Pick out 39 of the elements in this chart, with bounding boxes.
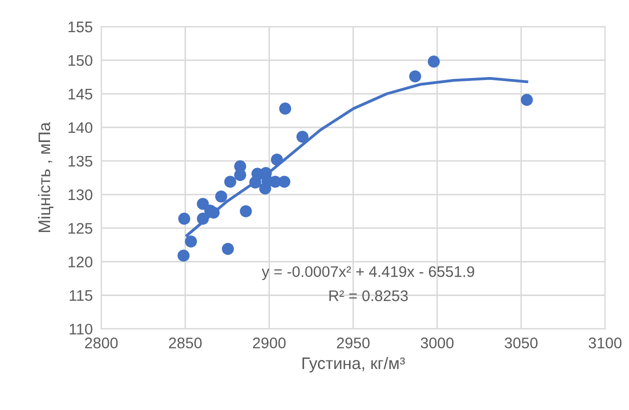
point: [222, 242, 234, 255]
y-tick-label: 110: [70, 324, 92, 335]
x-axis-title: Густина, кг/м³: [302, 356, 405, 372]
point: [279, 102, 292, 115]
y-axis-title: Міцність , мПа: [38, 122, 54, 232]
point: [278, 176, 290, 188]
point: [215, 190, 228, 203]
x-tick-label: 3050: [504, 338, 538, 348]
y-tick-label: 135: [68, 156, 92, 167]
point: [296, 130, 308, 143]
point: [520, 94, 533, 106]
x-tick-label: 3000: [420, 338, 454, 348]
y-tick-label: 150: [68, 55, 92, 66]
annotation: R² = 0.8253: [329, 290, 408, 302]
point: [240, 205, 252, 218]
y-tick-label: 145: [68, 88, 92, 100]
point: [428, 56, 440, 68]
point: [409, 70, 422, 82]
x-tick-label: 3100: [588, 338, 622, 348]
point: [178, 212, 190, 225]
point: [234, 169, 246, 182]
x-tick-label: 2850: [169, 338, 202, 348]
y-tick-label: 130: [68, 189, 92, 200]
y-tick-label: 120: [68, 256, 92, 268]
point: [178, 250, 190, 262]
y-tick-label: 140: [68, 122, 92, 134]
point: [224, 176, 236, 188]
x-tick-label: 2800: [85, 338, 118, 348]
point: [196, 212, 209, 225]
point: [196, 198, 209, 210]
annotation: y = -0.0007x² + 4.419x - 6551.9: [262, 266, 474, 280]
point: [270, 154, 283, 166]
point: [249, 176, 262, 188]
y-tick-label: 115: [70, 290, 92, 301]
point: [184, 236, 197, 248]
x-tick-label: 2950: [336, 338, 370, 348]
x-tick-label: 2900: [252, 338, 286, 348]
y-tick-label: 125: [68, 222, 92, 234]
y-tick-label: 155: [68, 22, 92, 32]
